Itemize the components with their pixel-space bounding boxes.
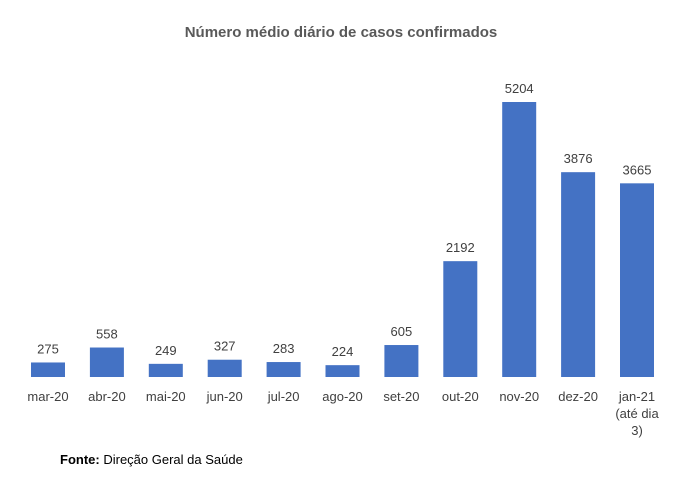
bar — [325, 365, 360, 377]
source-text: Direção Geral da Saúde — [103, 452, 243, 467]
x-tick-label: ago-20 — [322, 389, 362, 404]
data-label: 224 — [332, 344, 354, 359]
bar — [207, 359, 242, 377]
x-tick-label: dez-20 — [558, 389, 598, 404]
data-label: 2192 — [446, 240, 475, 255]
bar — [561, 172, 596, 377]
x-tick-label: mar-20 — [27, 389, 68, 404]
bar — [89, 347, 124, 377]
source-label: Fonte: — [60, 452, 100, 467]
bar — [620, 183, 654, 377]
x-tick-label: nov-20 — [499, 389, 539, 404]
data-label: 275 — [37, 341, 59, 356]
x-tick-label: mai-20 — [146, 389, 186, 404]
chart-title: Número médio diário de casos confirmados — [185, 24, 498, 41]
bar — [384, 345, 419, 377]
source-note: Fonte: Direção Geral da Saúde — [60, 452, 243, 467]
x-tick-label: (até dia — [615, 406, 659, 421]
bar — [31, 362, 65, 377]
x-tick-label: set-20 — [383, 389, 419, 404]
data-label: 5204 — [505, 81, 534, 96]
x-tick-label: abr-20 — [88, 389, 126, 404]
data-label: 283 — [273, 341, 295, 356]
data-label: 3665 — [623, 162, 652, 177]
bar — [502, 102, 537, 377]
bar — [266, 362, 301, 377]
x-tick-label: jun-20 — [206, 389, 243, 404]
x-tick-label: 3) — [631, 423, 643, 438]
x-tick-label: out-20 — [442, 389, 479, 404]
data-label: 327 — [214, 339, 236, 354]
data-label: 3876 — [564, 151, 593, 166]
bar — [148, 363, 183, 377]
data-label: 605 — [391, 324, 413, 339]
data-label: 558 — [96, 327, 118, 342]
x-tick-label: jul-20 — [267, 389, 300, 404]
bar — [443, 261, 478, 377]
data-label: 249 — [155, 343, 177, 358]
x-tick-label: jan-21 — [618, 389, 655, 404]
